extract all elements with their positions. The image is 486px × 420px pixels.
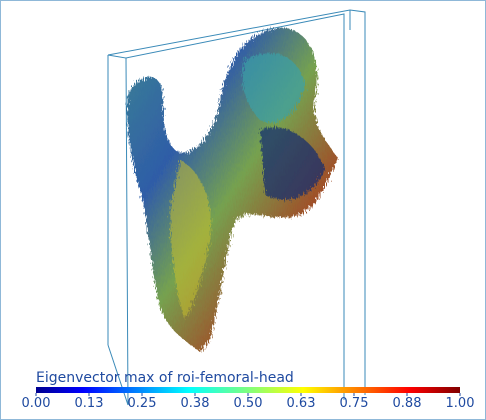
colorbar-title: Eigenvector max of roi-femoral-head (36, 370, 294, 386)
colorbar-tick-label: 0.00 (22, 396, 51, 411)
bounding-box (107, 9, 366, 406)
colorbar-tick-label: 0.38 (181, 396, 210, 411)
colorbar-tick-label: 1.00 (446, 396, 475, 411)
femur-glyphs (127, 28, 339, 352)
colorbar-tick-label: 0.13 (75, 396, 104, 411)
colorbar (36, 387, 460, 393)
colorbar-tick-label: 0.88 (393, 396, 422, 411)
colorbar-tick-label: 0.63 (287, 396, 316, 411)
colorbar-tick-label: 0.25 (128, 396, 157, 411)
colorbar-tick-label: 0.75 (340, 396, 369, 411)
colorbar-tick-label: 0.50 (234, 396, 263, 411)
